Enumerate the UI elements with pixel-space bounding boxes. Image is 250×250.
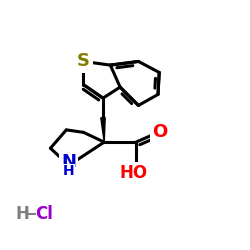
Text: Cl: Cl	[35, 205, 53, 223]
Polygon shape	[101, 118, 105, 142]
Text: H: H	[16, 205, 29, 223]
Text: N: N	[61, 154, 76, 172]
Text: H: H	[63, 164, 74, 178]
Text: O: O	[152, 123, 168, 141]
Text: HO: HO	[120, 164, 148, 182]
Text: S: S	[77, 52, 90, 70]
